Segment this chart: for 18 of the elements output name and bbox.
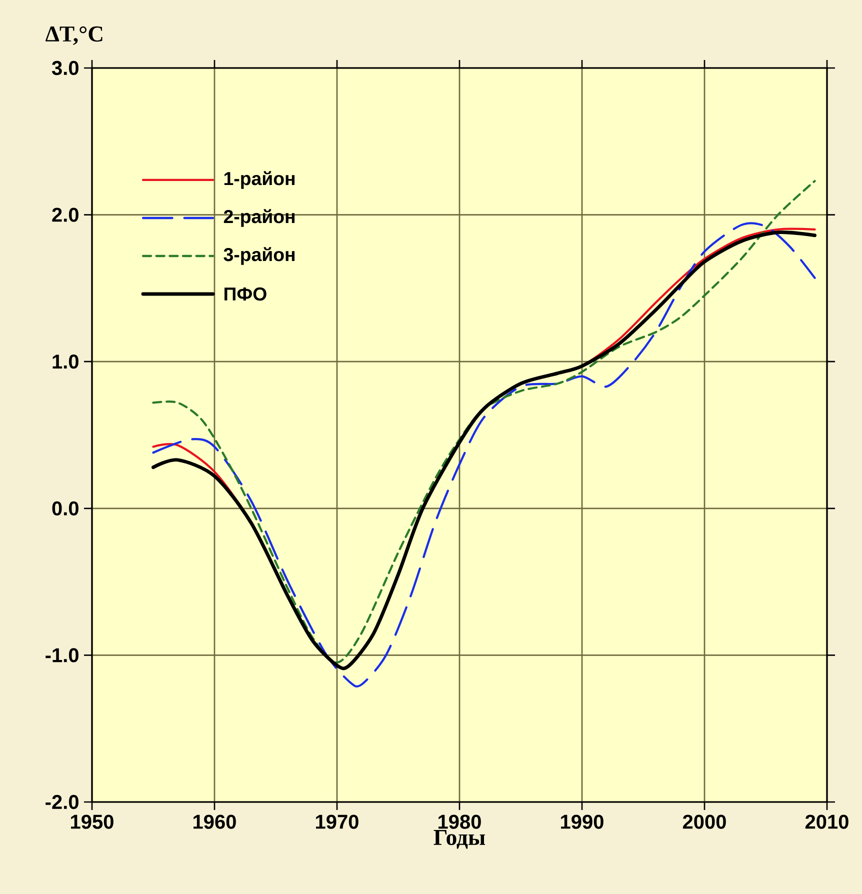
y-tick-label: 2.0 bbox=[52, 208, 78, 222]
x-tick-label: 1960 bbox=[194, 814, 236, 829]
legend-label: 1-район bbox=[224, 171, 295, 189]
y-tick-label: 3.0 bbox=[52, 60, 78, 76]
y-tick-label: 1.0 bbox=[52, 354, 78, 369]
y-tick-label: -1.0 bbox=[46, 648, 78, 662]
legend-label: ПФО bbox=[224, 287, 266, 301]
x-tick-label: 1990 bbox=[561, 814, 604, 829]
x-tick-label: 1950 bbox=[71, 814, 114, 829]
y-axis-title: ΔT,°C bbox=[46, 26, 102, 45]
x-tick-label: 2000 bbox=[682, 814, 726, 829]
y-tick-label: -2.0 bbox=[46, 794, 78, 810]
x-tick-label: 1980 bbox=[438, 814, 481, 829]
x-tick-label: 1970 bbox=[316, 814, 358, 829]
legend-label: 3-район bbox=[224, 247, 295, 265]
y-tick-label: 0.0 bbox=[52, 501, 78, 516]
x-tick-label: 2010 bbox=[805, 814, 848, 829]
x-axis-title: Годы bbox=[434, 830, 486, 849]
